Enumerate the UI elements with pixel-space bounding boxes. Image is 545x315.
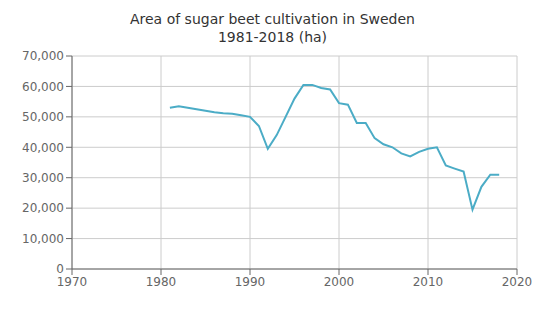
svg-text:10,000: 10,000 xyxy=(22,232,64,246)
svg-text:40,000: 40,000 xyxy=(22,141,64,155)
svg-text:0: 0 xyxy=(56,262,64,276)
svg-text:1990: 1990 xyxy=(235,275,266,289)
svg-text:1970: 1970 xyxy=(57,275,88,289)
html-text:1981-2018 (ha): 1981-2018 (ha) xyxy=(217,29,328,45)
svg-text:30,000: 30,000 xyxy=(22,171,64,185)
svg-text:20,000: 20,000 xyxy=(22,201,64,215)
svg-text:2010: 2010 xyxy=(413,275,444,289)
svg-text:50,000: 50,000 xyxy=(22,110,64,124)
svg-text:2020: 2020 xyxy=(502,275,533,289)
svg-text:1980: 1980 xyxy=(146,275,177,289)
svg-text:60,000: 60,000 xyxy=(22,80,64,94)
html-text:Area of sugar beet cultivation: Area of sugar beet cultivation in Sweden xyxy=(130,11,415,27)
svg-text:70,000: 70,000 xyxy=(22,49,64,63)
svg-text:2000: 2000 xyxy=(324,275,355,289)
